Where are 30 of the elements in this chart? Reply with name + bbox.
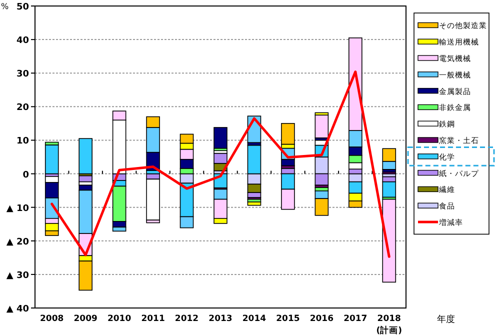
- bar: [314, 114, 329, 138]
- y-tick-label: ▲ 40: [6, 304, 29, 314]
- y-axis-title: %: [1, 2, 9, 11]
- bar: [44, 144, 59, 174]
- x-tick-label: 2015: [276, 314, 300, 324]
- bar: [382, 198, 396, 283]
- y-tick-label: 30: [16, 70, 29, 80]
- y-tick-label: ▲ 10: [6, 204, 29, 214]
- x-tick-label: 2009: [74, 314, 98, 324]
- x-tick-label: 2017: [344, 314, 368, 324]
- x-tick-label: 2010: [107, 314, 132, 324]
- y-tick-label: 0: [22, 170, 29, 180]
- x-tick-label: 2016: [310, 314, 334, 324]
- x-tick-label: 2014: [242, 314, 266, 324]
- line-series: [50, 70, 390, 258]
- y-tick-label: ▲ 30: [6, 270, 29, 281]
- y-tick-label: 10: [16, 136, 29, 147]
- bar: [247, 202, 262, 206]
- x-tick-label: 2011: [141, 314, 165, 324]
- y-tick-label: ▲ 20: [6, 237, 29, 248]
- y-tick-label: 40: [16, 36, 29, 46]
- bar: [214, 127, 228, 149]
- x-tick-label: 2008: [40, 314, 64, 324]
- bar: [281, 123, 295, 145]
- x-tick-label: 2018 (計画): [376, 314, 402, 335]
- x-tick-label: 2013: [208, 314, 232, 324]
- x-axis-title: 年度: [437, 314, 455, 325]
- y-tick-label: 20: [16, 103, 29, 114]
- x-tick-label: 2012: [174, 314, 199, 324]
- y-tick-label: 50: [16, 2, 29, 12]
